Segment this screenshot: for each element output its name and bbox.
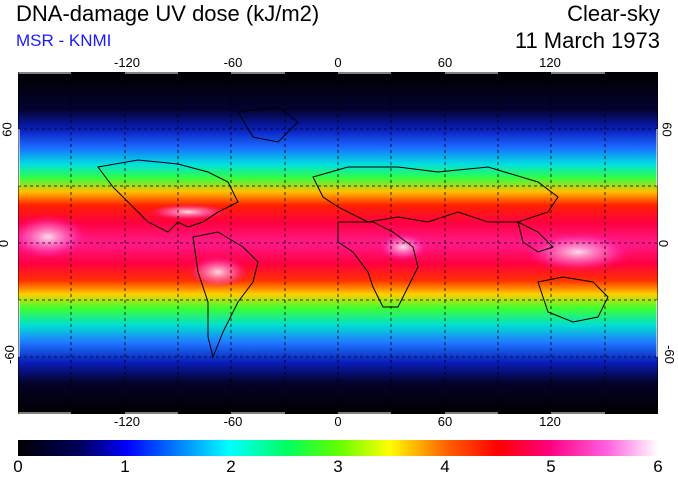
lat-label-left: -60 xyxy=(1,345,17,364)
uv-dose-map xyxy=(18,72,658,414)
color-scale-bar xyxy=(18,440,658,456)
lon-label-bottom: -120 xyxy=(113,414,141,429)
colorbar-label: 2 xyxy=(226,457,236,476)
lon-label-bottom: 0 xyxy=(334,414,342,429)
lat-label-right: 0 xyxy=(656,239,672,248)
lon-label-top: -60 xyxy=(223,55,243,70)
lon-label-bottom: 120 xyxy=(539,414,561,429)
colorbar-label: 0 xyxy=(13,457,23,476)
lon-label-top: 120 xyxy=(539,55,561,70)
colorbar-label: 6 xyxy=(653,457,663,476)
lat-label-left: 0 xyxy=(0,240,11,247)
sky-condition: Clear-sky xyxy=(567,1,660,26)
lat-label-right: -60 xyxy=(661,345,677,364)
lat-label-right: 60 xyxy=(659,122,675,137)
lat-label-left: 60 xyxy=(0,122,15,137)
map-date: 11 March 1973 xyxy=(514,28,660,53)
lon-label-bottom: 60 xyxy=(437,414,453,429)
lon-label-bottom: -60 xyxy=(223,414,243,429)
coastlines xyxy=(97,106,609,359)
source-label: MSR - KNMI xyxy=(16,31,112,50)
map-title: DNA-damage UV dose (kJ/m2) xyxy=(16,1,320,26)
lon-label-top: 0 xyxy=(334,55,342,70)
lon-label-top: 60 xyxy=(437,55,453,70)
colorbar-label: 3 xyxy=(333,457,343,476)
uv-hotspots xyxy=(18,204,633,288)
colorbar-label: 4 xyxy=(440,457,450,476)
colorbar-label: 1 xyxy=(120,457,130,476)
colorbar-label: 5 xyxy=(546,457,556,476)
lon-label-top: -120 xyxy=(113,55,141,70)
graticule xyxy=(18,72,658,414)
